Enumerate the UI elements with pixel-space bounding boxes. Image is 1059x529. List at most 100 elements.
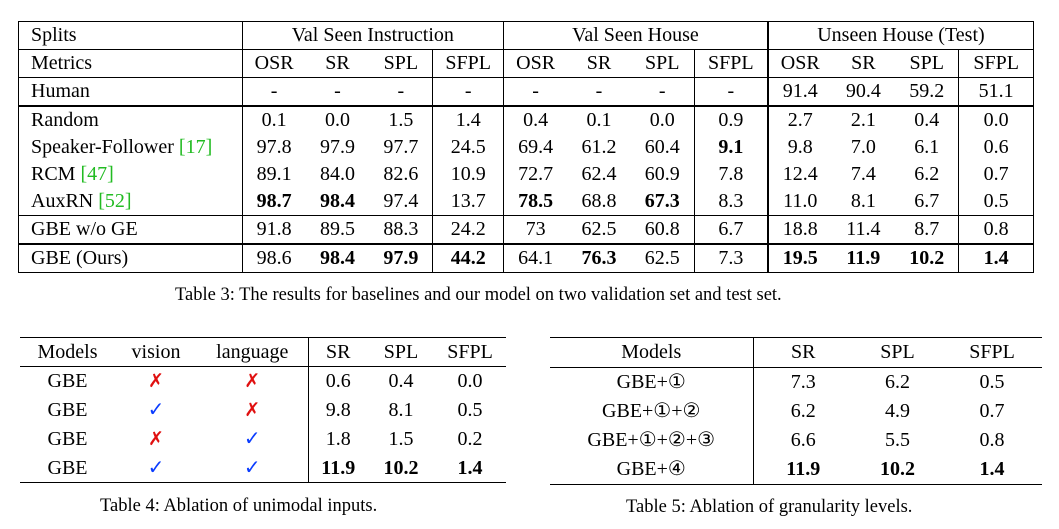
bold-value: 44.2	[450, 247, 486, 269]
table-cell: 8.1	[388, 398, 414, 421]
table-row: GBE w/o GE 91.8 89.5 88.3 24.2 73 62.5 60.8 6.7 1…	[18, 215, 1034, 245]
table3-group-header-row: Splits Val Seen Instruction Val Seen Hou…	[18, 21, 1034, 50]
bold-value: 11.9	[846, 247, 881, 269]
table-cell: 0.4	[388, 370, 414, 392]
table-cell: 89.5	[305, 215, 370, 245]
table-cell: 7.4	[850, 163, 876, 185]
citation-number[interactable]: 17	[185, 136, 206, 158]
model-name: GBE+④	[550, 455, 753, 485]
method-name: Speaker-Follower	[31, 136, 174, 158]
table4-header-row: Models vision language SR SPL SFPL	[20, 337, 506, 367]
table-cell: 90.4	[831, 77, 896, 107]
table-cell: 91.4	[766, 77, 832, 107]
table-row: GBE ✓ ✗ 9.8 8.1 0.5	[20, 395, 506, 424]
table-cell: 98.7	[241, 188, 306, 216]
table-cell: 10.2	[895, 244, 959, 273]
check-icon: ✓	[147, 397, 165, 421]
citation-link[interactable]: [17]	[178, 136, 213, 158]
table-cell: 60.4	[644, 136, 680, 158]
table-cell: 0.5	[457, 398, 483, 421]
table-cell: 7.0	[850, 136, 876, 158]
mark-cell: ✗	[115, 424, 197, 453]
table-cell: 4.9	[885, 400, 910, 422]
cross-icon: ✗	[148, 427, 164, 450]
table-cell: 97.9	[320, 136, 355, 158]
table-cell: 97.9	[369, 244, 433, 273]
table-cell: 64.1	[503, 244, 568, 273]
table-cell: 67.3	[630, 188, 695, 216]
table-cell: 1.4	[942, 455, 1042, 485]
table-cell: 0.1	[241, 106, 306, 134]
table-row: RCM [47] 89.1 84.0 82.6 10.9 72.7 62.4 60.9 7.8 1…	[19, 161, 1034, 188]
table-cell: 60.9	[644, 163, 680, 185]
metric-header: OSR	[766, 49, 832, 78]
model-label: GBE+①+②	[602, 400, 701, 422]
citation-number[interactable]: 47	[87, 163, 108, 185]
row-label: GBE w/o GE	[18, 215, 243, 245]
spl-header: SPL	[853, 337, 942, 368]
table-cell: 7.3	[693, 244, 768, 273]
table-cell: 6.2	[914, 163, 940, 185]
table-row: GBE ✗ ✓ 1.8 1.5 0.2	[20, 424, 506, 453]
table-cell: 6.7	[693, 215, 768, 245]
table5-header-row: Models SR SPL SFPL	[550, 337, 1042, 368]
bold-value: 98.7	[256, 190, 292, 212]
table-cell: 0.0	[325, 109, 350, 131]
model-name: GBE+①	[550, 368, 753, 398]
table-row: GBE+① 7.3 6.2 0.5	[550, 367, 1042, 398]
bold-value: 67.3	[644, 190, 680, 212]
table-cell: 0.5	[979, 371, 1005, 393]
bold-value: 10.2	[383, 456, 419, 479]
table-cell: 88.3	[369, 215, 433, 245]
table-row: GBE ✗ ✗ 0.6 0.4 0.0	[20, 366, 506, 396]
bold-value: 1.4	[457, 456, 483, 479]
table-cell: 84.0	[320, 163, 355, 185]
model-name: GBE	[47, 456, 88, 479]
unimodal-ablation-table: Models vision language SR SPL SFPL GBE ✗ ✗…	[20, 337, 506, 483]
mark-cell: ✓	[115, 453, 197, 483]
table-cell: 78.5	[503, 188, 568, 216]
models-header: Models	[20, 337, 115, 367]
citation-link[interactable]: [47]	[80, 163, 114, 185]
cross-icon: ✗	[148, 370, 164, 392]
table-cell: 7.8	[693, 161, 768, 188]
model-label: GBE+①	[616, 371, 686, 393]
row-label: GBE (Ours)	[19, 244, 243, 273]
table-cell: 9.1	[693, 134, 768, 161]
table-cell: 0.0	[457, 370, 483, 392]
citation-number[interactable]: 52	[104, 190, 125, 212]
table-cell: 9.8	[307, 395, 368, 424]
model-label: GBE+①+②+③	[587, 429, 716, 451]
table-cell: 1.8	[307, 424, 368, 453]
table-row: GBE+①+② 6.2 4.9 0.7	[550, 397, 1042, 426]
metric-header: SFPL	[693, 49, 768, 78]
table-cell: 89.1	[241, 161, 306, 188]
table-cell: 62.4	[581, 163, 617, 185]
bold-value: 19.5	[782, 247, 818, 269]
table-cell: 11.9	[307, 453, 368, 483]
row-label: RCM [47]	[19, 161, 243, 188]
table-cell: 98.4	[305, 188, 370, 216]
table-cell: 13.7	[432, 188, 504, 216]
table-cell: 97.8	[241, 134, 306, 161]
table-cell: 51.1	[958, 77, 1034, 107]
table-cell: 11.0	[766, 188, 832, 216]
metric-header: SR	[567, 49, 631, 78]
table-cell: 82.6	[383, 163, 419, 185]
method-name: GBE w/o GE	[31, 218, 138, 240]
sfpl-header: SFPL	[434, 337, 506, 367]
table-cell: 98.4	[306, 244, 370, 273]
vision-header: vision	[115, 337, 197, 367]
citation-link[interactable]: [52]	[98, 190, 132, 212]
table-cell: -	[503, 77, 568, 107]
table-cell: 0.0	[649, 109, 675, 131]
mark-cell: ✗	[197, 395, 308, 424]
bold-value: 97.9	[383, 247, 419, 269]
spl-header: SPL	[368, 337, 434, 367]
sfpl-header: SFPL	[942, 337, 1042, 368]
mark-cell: ✗	[115, 367, 197, 396]
table-cell: -	[630, 77, 695, 107]
table-cell: 0.9	[693, 106, 768, 134]
mark-cell: ✓	[197, 453, 308, 483]
table-cell: 44.2	[432, 244, 504, 273]
